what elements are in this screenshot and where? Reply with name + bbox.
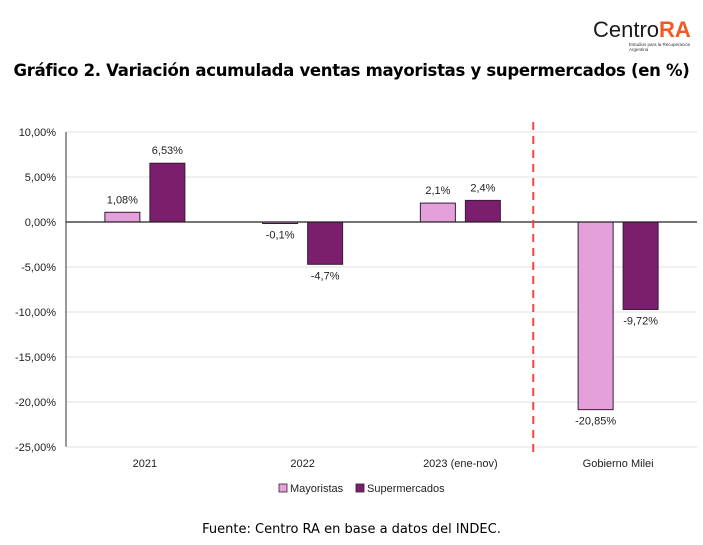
data-label: 1,08% [107,194,138,206]
data-label: 2,4% [470,182,495,194]
y-tick-label: -25,00% [15,442,56,454]
y-tick-label: 10,00% [19,127,57,139]
data-label: -4,7% [311,270,340,282]
x-category-label: 2023 (ene-nov) [423,458,498,470]
legend-swatch-supermercados [355,483,365,493]
y-tick-label: 5,00% [25,172,56,184]
logo-subtitle: Estudios para la Recuperación Argentina [629,42,691,52]
y-axis-ticks: 10,00% 5,00% 0,00% -5,00% -10,00% -15,00% -20,… [15,127,56,454]
centro-ra-logo: CentroRA Estudios para la Recuperación A… [593,18,698,56]
legend-swatch-mayoristas [278,483,288,493]
x-category-label: Gobierno Milei [583,458,654,470]
y-tick-label: 0,00% [25,217,56,229]
bar-supermercados [307,221,344,265]
logo-name-accent: RA [659,17,691,42]
bar-supermercados [622,221,659,310]
y-tick-label: -15,00% [15,352,56,364]
data-label: -9,72% [623,315,658,327]
legend-label: Mayoristas [290,483,344,495]
x-axis-categories: 2021 2022 2023 (ene-nov) Gobierno Milei [133,458,654,470]
chart-title: Gráfico 2. Variación acumulada ventas ma… [13,61,690,80]
x-category-label: 2021 [133,458,157,470]
y-tick-label: -10,00% [15,307,56,319]
bar-supermercados [464,199,501,223]
legend: Mayoristas Supermercados [278,483,445,495]
bars [104,162,659,411]
data-labels: 1,08% 6,53% -0,1% -4,7% 2,1% 2,4% -20,85% -9,72… [107,145,658,427]
data-label: 6,53% [152,145,183,157]
x-category-label: 2022 [290,458,314,470]
data-label: -0,1% [266,230,295,242]
bar-supermercados [149,162,186,223]
y-tick-label: -20,00% [15,397,56,409]
logo-wordmark: CentroRA [593,18,691,42]
bar-mayoristas [577,221,614,411]
legend-label: Supermercados [367,483,445,495]
logo-name-main: Centro [593,17,660,42]
bar-mayoristas [104,211,141,223]
y-tick-label: -5,00% [21,262,56,274]
data-label: 2,1% [425,185,450,197]
axes [65,122,697,456]
source-note: Fuente: Centro RA en base a datos del IN… [202,522,501,537]
bar-mayoristas [419,202,456,223]
data-label: -20,85% [575,416,616,428]
